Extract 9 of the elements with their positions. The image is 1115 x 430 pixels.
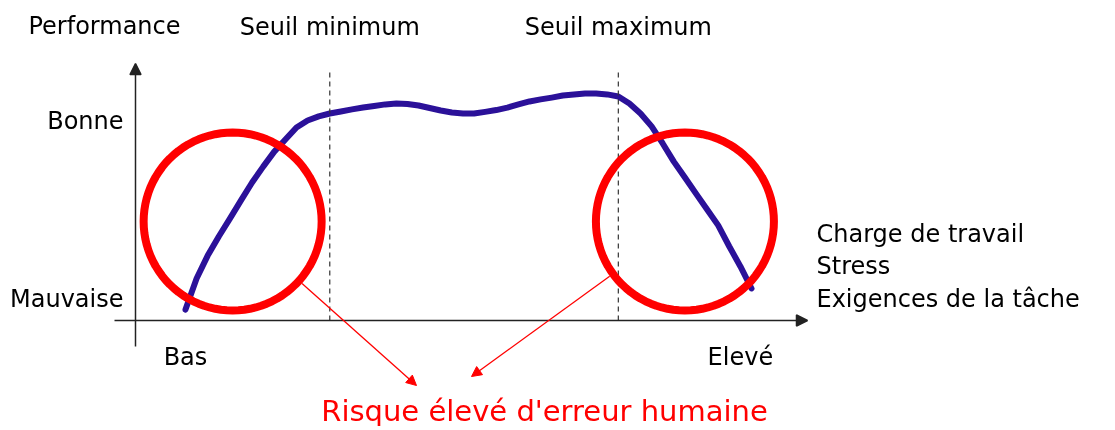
text: Bonne bbox=[47, 106, 124, 135]
y-axis-title: Performance bbox=[28, 11, 181, 40]
x-axis-title: Charge de travail Stress Exigences de la tâche bbox=[816, 219, 1080, 313]
x-tick-label: Seuil minimum bbox=[239, 12, 420, 41]
x-tick-label: Seuil maximum bbox=[524, 12, 712, 41]
x-tick-label: Bas bbox=[163, 342, 208, 371]
text: Mauvaise bbox=[10, 284, 124, 313]
text: Risque élevé d'erreur humaine bbox=[321, 393, 768, 428]
x-tick-label: Elevé bbox=[707, 342, 774, 371]
